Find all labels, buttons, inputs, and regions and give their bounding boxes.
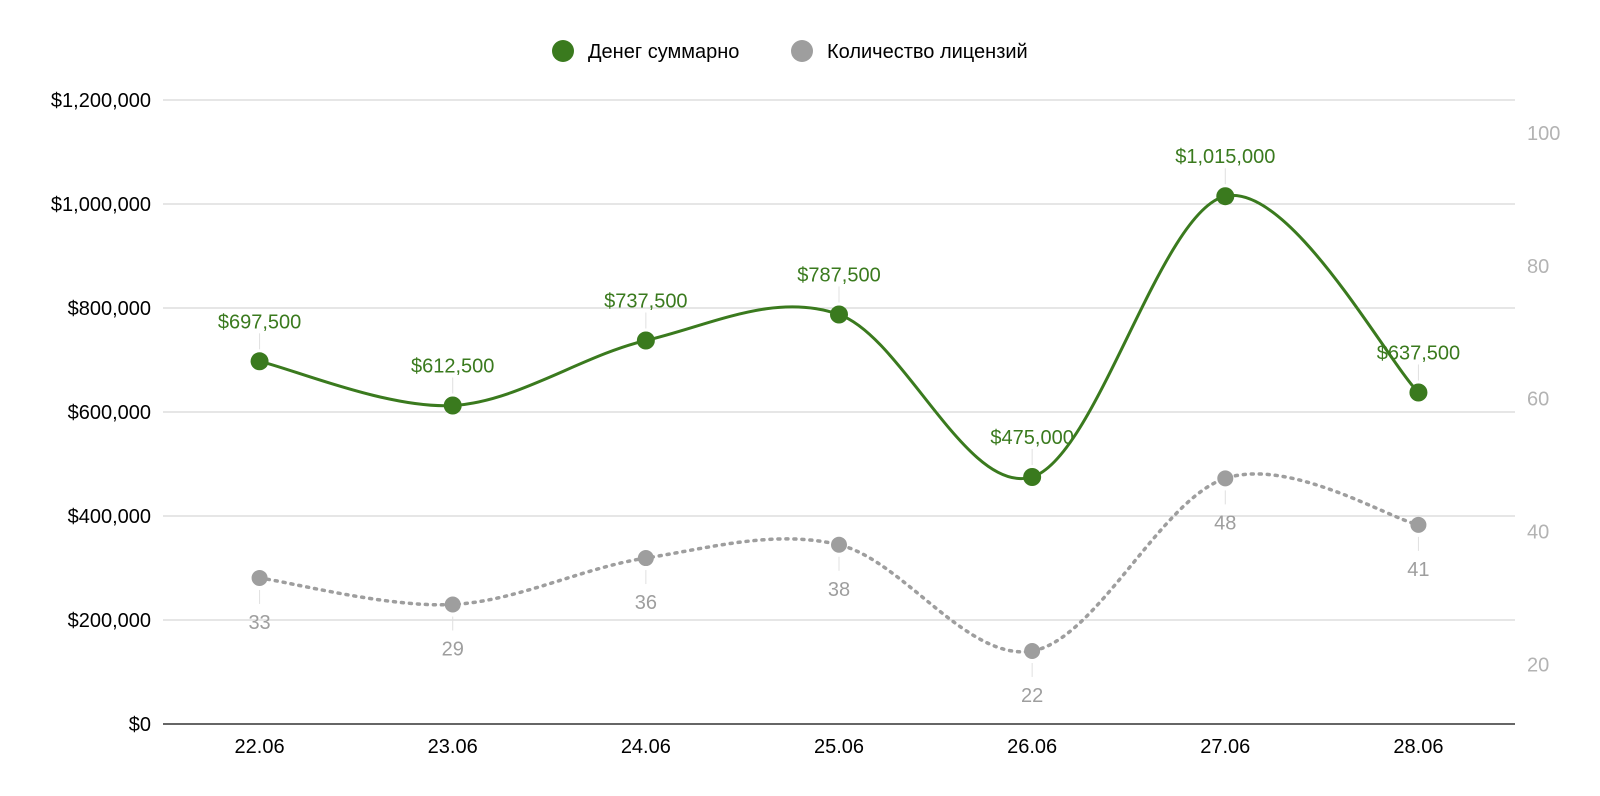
money-data-label: $637,500: [1377, 343, 1460, 365]
money-point: [1216, 187, 1235, 206]
x-tick-label: 25.06: [814, 736, 864, 758]
legend-label-licenses: Количество лицензий: [827, 41, 1028, 63]
right-tick-label: 40: [1527, 521, 1549, 543]
left-axis: $0 $200,000 $400,000 $600,000 $800,000 $1,000…: [51, 90, 151, 736]
money-line: [259, 194, 1420, 481]
money-point: [636, 331, 655, 350]
right-tick-label: 100: [1527, 123, 1560, 145]
right-tick-label: 60: [1527, 389, 1549, 411]
legend-marker-money: [552, 40, 574, 62]
left-tick-label: $200,000: [68, 610, 151, 632]
money-data-label: $612,500: [411, 356, 494, 378]
money-data-label: $697,500: [218, 311, 301, 333]
licenses-data-label: 38: [828, 579, 850, 601]
left-tick-label: $800,000: [68, 298, 151, 320]
left-tick-label: $600,000: [68, 402, 151, 424]
right-tick-label: 80: [1527, 256, 1549, 278]
x-tick-label: 23.06: [428, 736, 478, 758]
x-tick-label: 26.06: [1007, 736, 1057, 758]
licenses-data-label: 22: [1021, 685, 1043, 707]
licenses-point: [1024, 642, 1041, 659]
x-axis: 22.06 23.06 24.06 25.06 26.06 27.06 28.06: [235, 736, 1444, 758]
left-tick-label: $1,200,000: [51, 90, 151, 112]
money-point: [1409, 383, 1428, 402]
licenses-point: [251, 569, 268, 586]
licenses-point: [444, 596, 461, 613]
licenses-data-label: 29: [442, 639, 464, 661]
money-data-label: $787,500: [797, 265, 880, 287]
licenses-data-label: 48: [1214, 512, 1236, 534]
money-point: [1023, 468, 1042, 486]
licenses-data-label: 33: [248, 612, 270, 634]
left-tick-label: $400,000: [68, 506, 151, 528]
x-tick-label: 27.06: [1200, 736, 1250, 758]
x-tick-label: 22.06: [235, 736, 285, 758]
licenses-point: [637, 550, 654, 567]
series-layer: [250, 187, 1428, 659]
x-tick-label: 24.06: [621, 736, 671, 758]
money-data-label: $475,000: [990, 427, 1073, 449]
licenses-data-label: 36: [635, 592, 657, 614]
legend-label-money: Денег суммарно: [588, 41, 739, 63]
money-point: [830, 305, 848, 324]
x-tick-label: 28.06: [1393, 736, 1443, 758]
licenses-point: [1217, 470, 1234, 487]
legend: Денег суммарно Количество лицензий: [552, 40, 1028, 63]
left-tick-label: $0: [129, 714, 151, 736]
right-axis: 20 40 60 80 100: [1527, 123, 1560, 676]
money-data-label: $737,500: [604, 291, 687, 313]
gridlines: [163, 99, 1515, 725]
money-data-label: $1,015,000: [1175, 146, 1275, 168]
legend-marker-licenses: [791, 40, 813, 62]
right-tick-label: 20: [1527, 654, 1549, 676]
data-labels: 33 29 36 38 22 48 41 $697,500 $612,500 $737,500 $7…: [218, 146, 1460, 707]
left-tick-label: $1,000,000: [51, 194, 151, 216]
licenses-point: [1410, 516, 1427, 533]
licenses-data-label: 41: [1407, 559, 1429, 581]
licenses-point: [831, 536, 847, 553]
money-point: [250, 352, 269, 371]
money-point: [443, 396, 462, 415]
